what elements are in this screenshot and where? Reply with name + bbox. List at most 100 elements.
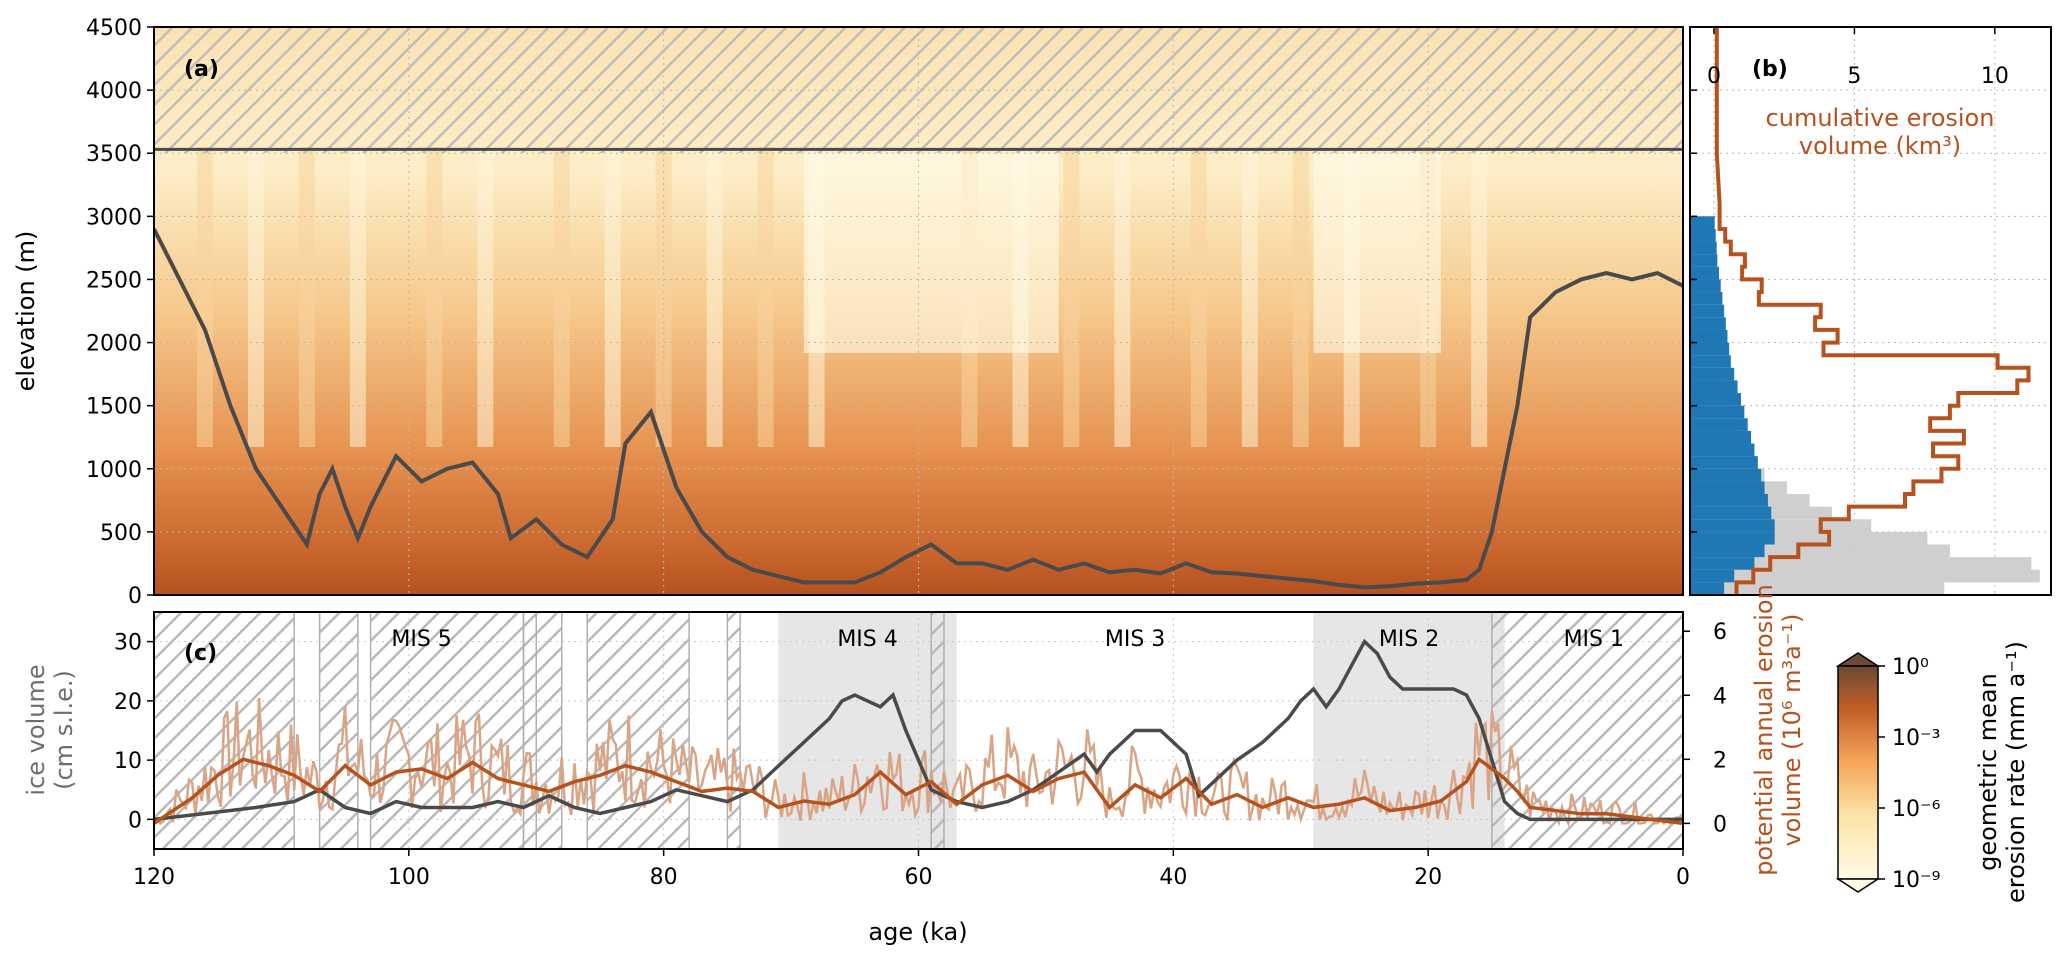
y-axis-label-c-line2: (cm s.l.e.) <box>50 670 78 790</box>
colorbar-bottom-extension <box>1835 878 1881 893</box>
y-tick-label: 30 <box>114 631 142 656</box>
x-axis-label-b-line1: cumulative erosion <box>1766 104 1995 132</box>
x-axis-label-c: age (ka) <box>868 918 967 946</box>
blue-bar <box>1690 531 1775 545</box>
ice-surface-line <box>154 228 1683 590</box>
blue-bar <box>1690 443 1755 457</box>
mis-label: MIS 4 <box>837 627 897 652</box>
x-tick-label: 80 <box>650 865 678 890</box>
colorbar-label-line2: erosion rate (mm a⁻¹) <box>2002 641 2030 903</box>
blue-bar <box>1690 304 1725 318</box>
blue-bar <box>1690 468 1762 482</box>
x-tick-label: 20 <box>1414 865 1442 890</box>
blue-bar <box>1690 494 1768 507</box>
y-axis-label-c-line1: ice volume <box>22 664 50 795</box>
x-tick-label: 0 <box>1676 865 1690 890</box>
colorbar: 10⁰ 10⁻³ 10⁻⁶ 10⁻⁹ geometric mean erosion r… <box>1835 641 2030 903</box>
mis-label: MIS 1 <box>1564 627 1624 652</box>
heatmap-pale-zone <box>1313 153 1441 353</box>
blue-bar <box>1690 582 1725 595</box>
blue-bar <box>1690 292 1723 305</box>
hatched-interval <box>369 612 525 849</box>
blue-bar <box>1690 266 1720 280</box>
y-axis-label-a: elevation (m) <box>12 231 40 392</box>
blue-bar <box>1690 405 1745 419</box>
colorbar-label-line1: geometric mean <box>1974 673 2002 871</box>
heatmap-streak <box>1190 147 1207 447</box>
blue-bar <box>1690 279 1721 293</box>
colorbar-ticks: 10⁰ 10⁻³ 10⁻⁶ 10⁻⁹ <box>1878 655 1941 893</box>
x-tick-label: 5 <box>1847 64 1861 89</box>
y-tick-label: 2500 <box>86 268 142 293</box>
erosion-volume-smoothed-line <box>154 756 1683 826</box>
blue-bar <box>1690 456 1758 469</box>
y-tick-label: 4500 <box>86 16 142 41</box>
grey-bar <box>1690 582 1945 595</box>
panel-b: 0 5 10 (b) cumulative erosion volume (km³) <box>1689 26 2052 596</box>
x-tick-label: 40 <box>1159 865 1187 890</box>
heatmap-streak <box>1063 147 1080 447</box>
x-tick-label: 10 <box>1981 64 2009 89</box>
panel-a: 0 500 1000 1500 2000 2500 3000 3500 4000 4500 (a)… <box>12 16 1684 609</box>
heatmap-streak <box>298 147 315 447</box>
y-tick-label: 500 <box>100 521 142 546</box>
panel-label-c: (c) <box>184 641 217 666</box>
heatmap-streak <box>196 147 213 447</box>
blue-bar <box>1690 342 1730 356</box>
y-tick-label: 0 <box>128 584 142 609</box>
cumulative-erosion-step-line <box>1714 27 2031 595</box>
axes-frame-b <box>1689 26 2052 596</box>
blue-bar <box>1690 216 1715 229</box>
y-tick-label-right: 6 <box>1713 620 1727 645</box>
y-ticks-c-right: 0 2 4 6 <box>1683 620 1727 837</box>
blue-bar <box>1690 329 1728 343</box>
y-tick-label: 3000 <box>86 205 142 230</box>
hatched-interval <box>318 612 359 849</box>
x-tick-label: 120 <box>133 865 175 890</box>
hatched-interval <box>726 612 741 849</box>
mis-labels: MIS 5 MIS 4 MIS 3 MIS 2 MIS 1 <box>391 627 1624 652</box>
y-tick-label-right: 2 <box>1713 748 1727 773</box>
x-tick-label: 60 <box>905 865 933 890</box>
blue-histogram <box>1690 216 1775 595</box>
heatmap-pale-zone <box>803 153 1059 353</box>
heatmap-streak <box>426 147 443 447</box>
y-tick-label: 0 <box>128 808 142 833</box>
colorbar-tick-label: 10⁰ <box>1892 655 1929 680</box>
blue-bar <box>1690 228 1716 242</box>
colorbar-tick-label: 10⁻⁹ <box>1892 868 1940 893</box>
x-ticks-b: 0 5 10 <box>1707 27 2009 89</box>
blue-bar <box>1690 557 1755 570</box>
blue-bar <box>1690 569 1735 583</box>
heatmap-streak <box>553 147 570 447</box>
panel-label-b: (b) <box>1752 57 1788 82</box>
heatmap-streak <box>1292 147 1309 447</box>
heatmap-streak <box>706 147 723 447</box>
colorbar-tick-label: 10⁻⁶ <box>1892 797 1941 822</box>
mis-label: MIS 3 <box>1105 627 1165 652</box>
axes-frame-a <box>153 26 1684 596</box>
blue-bar <box>1690 481 1765 495</box>
heatmap-streak <box>1114 147 1131 447</box>
y-tick-label: 1000 <box>86 458 142 483</box>
y-tick-label: 20 <box>114 690 142 715</box>
y-tick-label-right: 0 <box>1713 812 1727 837</box>
x-axis-label-b-line2: volume (km³) <box>1799 132 1961 160</box>
colorbar-tick-label: 10⁻³ <box>1892 726 1940 751</box>
y-tick-label-right: 4 <box>1713 684 1727 709</box>
y-tick-label: 4000 <box>86 79 142 104</box>
x-tick-label: 100 <box>388 865 430 890</box>
x-tick-label: 0 <box>1707 64 1721 89</box>
y-ticks-b <box>1690 26 1697 596</box>
blue-bar <box>1690 241 1717 255</box>
colorbar-gradient <box>1837 665 1879 880</box>
grey-bar <box>1690 569 2040 583</box>
heatmap-streak <box>349 147 366 447</box>
blue-bar <box>1690 393 1741 406</box>
x-ticks-c: 120 100 80 60 40 20 0 <box>133 849 1690 890</box>
heatmap <box>154 27 1683 595</box>
hatched-interval <box>1491 612 1683 849</box>
mis-label: MIS 2 <box>1379 627 1439 652</box>
heatmap-streak <box>1471 147 1488 447</box>
y-ticks-a: 0 500 1000 1500 2000 2500 3000 3500 4000 4500 <box>86 16 154 609</box>
